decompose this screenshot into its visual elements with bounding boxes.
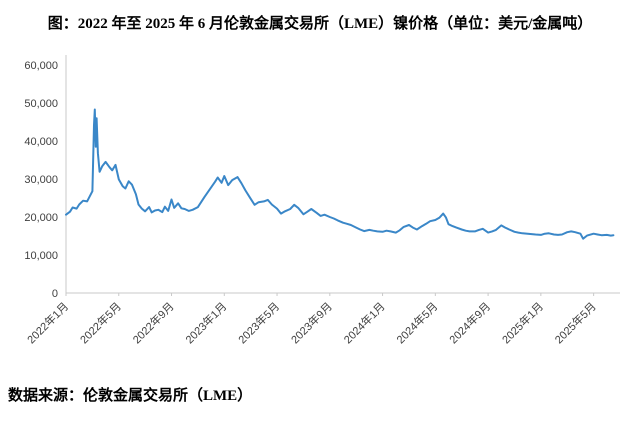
data-source: 数据来源：伦敦金属交易所（LME） bbox=[8, 388, 253, 404]
y-axis-tick-label: 30,000 bbox=[24, 174, 58, 186]
price-line-chart: 0 10,000 20,000 30,000 40,000 50,000 60,000 202… bbox=[24, 55, 620, 346]
x-axis-tick-label: 2025年5月 bbox=[552, 299, 599, 346]
y-axis-tick-label: 50,000 bbox=[24, 98, 58, 110]
x-axis-tick-label: 2025年1月 bbox=[499, 299, 546, 346]
x-axis-tick-label: 2023年9月 bbox=[288, 299, 335, 346]
y-axis-tick-label: 60,000 bbox=[24, 60, 58, 72]
chart-title: 图：2022 年至 2025 年 6 月伦敦金属交易所（LME）镍价格（单位：美… bbox=[47, 16, 593, 32]
x-axis-tick-label: 2024年5月 bbox=[393, 299, 440, 346]
nickel-price-line bbox=[65, 108, 615, 240]
y-axis-tick-label: 40,000 bbox=[24, 136, 58, 148]
chart-area: 0 10,000 20,000 30,000 40,000 50,000 60,000 202… bbox=[0, 35, 640, 380]
x-axis-tick-label: 2024年9月 bbox=[446, 299, 493, 346]
y-axis-tick-label: 10,000 bbox=[24, 250, 58, 262]
x-axis-tick-label: 2023年1月 bbox=[182, 299, 229, 346]
y-axis-tick-label: 0 bbox=[52, 288, 58, 300]
x-axis-tick-label: 2022年9月 bbox=[130, 299, 177, 346]
y-axis-tick-label: 20,000 bbox=[24, 212, 58, 224]
x-axis-tick-label: 2024年1月 bbox=[341, 299, 388, 346]
x-axis-tick-label: 2022年1月 bbox=[24, 299, 71, 346]
x-axis-tick-label: 2023年5月 bbox=[235, 299, 282, 346]
x-axis-tick-label: 2022年5月 bbox=[77, 299, 124, 346]
